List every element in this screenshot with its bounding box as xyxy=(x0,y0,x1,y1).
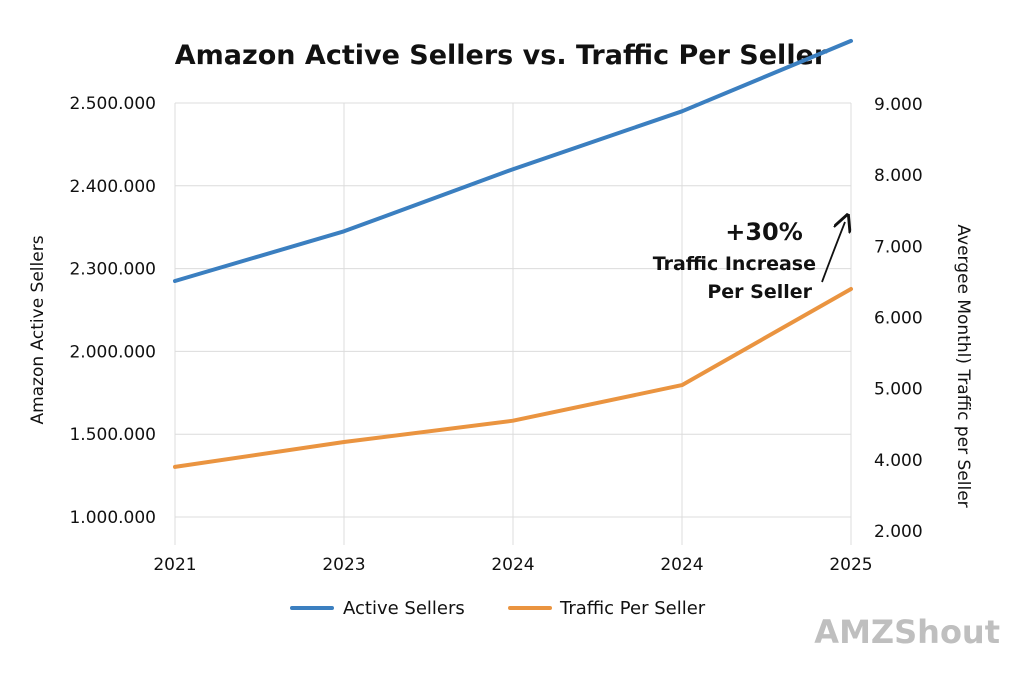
x-tick-label: 2024 xyxy=(491,555,534,575)
annotation-line2: Per Seller xyxy=(707,281,812,303)
right-tick-label: 6.000 xyxy=(874,309,923,329)
left-tick-label: 2.300.000 xyxy=(69,260,156,280)
left-tick-label: 1.500.000 xyxy=(69,425,156,445)
x-tick-label: 2024 xyxy=(660,555,703,575)
grid xyxy=(174,102,852,545)
watermark: AMZShout xyxy=(814,613,1000,651)
right-axis-ticks: 2.000 4.000 5.000 6.000 7.000 8.000 9.000 xyxy=(874,95,923,542)
left-tick-label: 2.400.000 xyxy=(69,177,156,197)
right-tick-label: 5.000 xyxy=(874,380,923,400)
legend-label-active-sellers: Active Sellers xyxy=(343,598,465,619)
annotation-headline: +30% xyxy=(725,218,803,246)
right-tick-label: 7.000 xyxy=(874,237,923,257)
right-tick-label: 2.000 xyxy=(874,522,923,542)
left-tick-label: 1.000.000 xyxy=(69,508,156,528)
annotation-arrow xyxy=(821,222,845,283)
left-tick-label: 2.500.000 xyxy=(69,94,156,114)
left-axis-ticks: 1.000.000 1.500.000 2.000.000 2.300.000 2.40… xyxy=(69,94,156,528)
x-axis-ticks: 2021 2023 2024 2024 2025 xyxy=(153,555,872,575)
series-group xyxy=(173,38,853,469)
left-tick-label: 2.000.000 xyxy=(69,342,156,362)
x-tick-label: 2021 xyxy=(153,555,196,575)
right-tick-label: 8.000 xyxy=(874,166,923,186)
legend: Active Sellers Traffic Per Seller xyxy=(290,598,706,619)
x-tick-label: 2025 xyxy=(829,555,872,575)
annotation-line1: Traffic Increase xyxy=(653,253,816,275)
chart-title: Amazon Active Sellers vs. Traffic Per Se… xyxy=(175,40,828,71)
left-axis-label: Amazon Active Sellers xyxy=(28,235,48,424)
right-tick-label: 9.000 xyxy=(874,95,923,115)
legend-label-traffic-per-seller: Traffic Per Seller xyxy=(559,598,706,619)
annotation: +30% Traffic Increase Per Seller xyxy=(653,218,845,303)
right-axis-label: Avergee Monthl) Traffic per Seller xyxy=(953,224,973,507)
right-tick-label: 4.000 xyxy=(874,451,923,471)
x-tick-label: 2023 xyxy=(322,555,365,575)
